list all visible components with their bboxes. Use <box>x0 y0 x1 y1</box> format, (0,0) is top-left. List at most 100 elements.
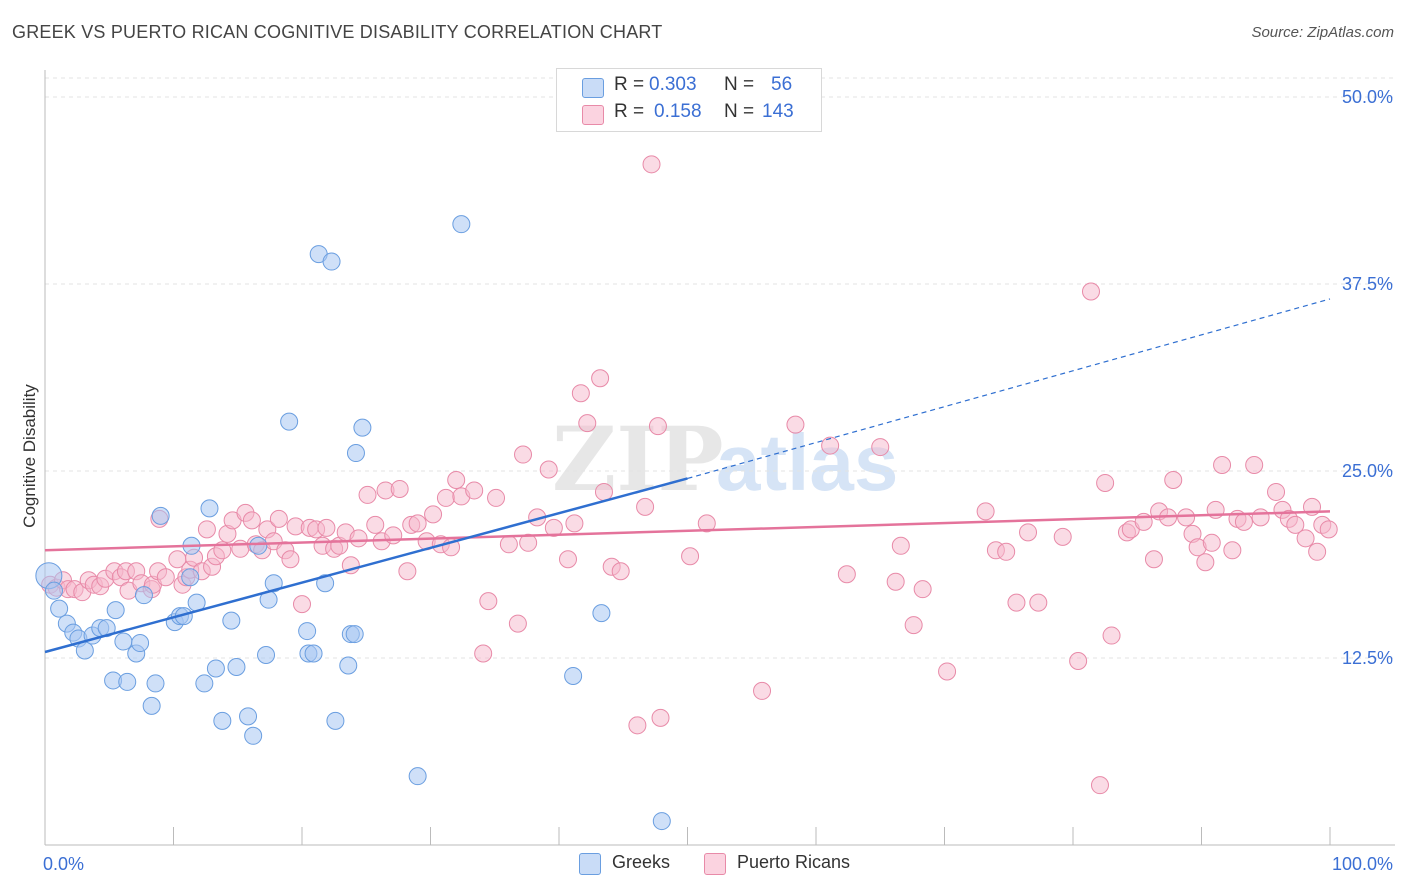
point-puerto-ricans <box>871 438 890 457</box>
point-greeks <box>257 646 276 665</box>
trendline-greeks <box>44 477 688 654</box>
point-greeks <box>452 215 471 234</box>
point-greeks <box>339 656 358 675</box>
point-greeks <box>304 644 323 663</box>
point-puerto-ricans <box>1223 541 1242 560</box>
point-puerto-ricans <box>753 681 772 700</box>
point-puerto-ricans <box>997 542 1016 561</box>
point-puerto-ricans <box>1096 473 1115 492</box>
point-puerto-ricans <box>1245 456 1264 475</box>
point-greeks <box>346 444 365 463</box>
point-puerto-ricans <box>1102 626 1121 645</box>
point-puerto-ricans <box>242 511 261 530</box>
point-puerto-ricans <box>487 488 506 507</box>
legend-r-key: R = <box>614 74 645 95</box>
point-puerto-ricans <box>398 562 417 581</box>
x-tick-label: 100.0% <box>1332 854 1393 874</box>
point-puerto-ricans <box>539 460 558 479</box>
point-greeks <box>206 659 225 678</box>
point-puerto-ricans <box>366 515 385 534</box>
point-puerto-ricans <box>293 595 311 614</box>
point-puerto-ricans <box>317 518 336 537</box>
point-puerto-ricans <box>558 550 577 569</box>
watermark-zip: ZIP <box>552 407 724 511</box>
point-puerto-ricans <box>390 479 409 498</box>
legend-n-key: N = <box>724 101 755 122</box>
point-greeks <box>151 506 170 525</box>
point-puerto-ricans <box>544 518 563 537</box>
point-puerto-ricans <box>197 520 216 539</box>
point-greeks <box>118 672 137 691</box>
point-puerto-ricans <box>594 482 613 501</box>
point-puerto-ricans <box>786 415 805 434</box>
point-puerto-ricans <box>1196 553 1215 572</box>
point-puerto-ricans <box>508 614 527 633</box>
point-puerto-ricans <box>1234 512 1253 531</box>
point-puerto-ricans <box>479 592 498 611</box>
bottom-legend-label-puerto-ricans: Puerto Ricans <box>737 852 851 872</box>
legend-row-greeks: R = 0.303 N = 56 <box>557 74 821 100</box>
point-puerto-ricans <box>1177 508 1196 527</box>
point-puerto-ricans <box>1267 482 1286 501</box>
point-greeks <box>316 574 335 593</box>
point-puerto-ricans <box>1069 651 1088 670</box>
source-label: Source: ZipAtlas.com <box>1251 24 1394 41</box>
point-puerto-ricans <box>1296 529 1315 548</box>
point-greeks <box>592 604 611 623</box>
point-puerto-ricans <box>1319 520 1338 539</box>
point-puerto-ricans <box>1213 456 1232 475</box>
point-greeks <box>134 586 153 605</box>
point-puerto-ricans <box>651 708 670 727</box>
point-puerto-ricans <box>156 568 175 587</box>
point-greeks <box>280 412 299 431</box>
point-puerto-ricans <box>1164 470 1183 489</box>
legend-n-key: N = <box>724 74 755 95</box>
point-puerto-ricans <box>408 514 427 533</box>
point-greeks <box>195 674 214 693</box>
point-puerto-ricans <box>976 502 995 521</box>
y-axis-title: Cognitive Disability <box>20 384 39 528</box>
point-puerto-ricans <box>1029 593 1048 612</box>
point-greeks <box>345 625 364 644</box>
point-greeks <box>142 696 161 715</box>
point-greeks <box>213 711 232 730</box>
point-puerto-ricans <box>1308 542 1327 561</box>
point-greeks <box>106 601 125 620</box>
legend-n-value: 143 <box>762 101 794 122</box>
point-puerto-ricans <box>1090 776 1109 795</box>
point-puerto-ricans <box>821 436 840 455</box>
legend-swatch-puerto-ricans <box>582 105 604 125</box>
point-puerto-ricans <box>642 155 661 174</box>
legend-row-puerto-ricans: R = 0.158 N = 143 <box>557 101 821 127</box>
point-greeks <box>114 632 133 651</box>
point-greeks <box>564 666 583 685</box>
point-puerto-ricans <box>1053 527 1072 546</box>
point-greeks <box>50 599 69 618</box>
point-greeks <box>75 641 94 660</box>
point-puerto-ricans <box>904 616 923 635</box>
point-puerto-ricans <box>349 529 368 548</box>
trendline-greeks-extrapolated <box>687 298 1331 480</box>
point-puerto-ricans <box>281 550 300 569</box>
correlation-legend: R = 0.303 N = 56 R = 0.158 N = 143 <box>556 68 822 132</box>
point-puerto-ricans <box>938 662 957 681</box>
point-greeks <box>227 657 246 676</box>
point-puerto-ricans <box>571 384 590 403</box>
point-puerto-ricans <box>465 481 484 500</box>
point-greeks <box>264 574 283 593</box>
point-puerto-ricans <box>1144 550 1163 569</box>
point-greeks <box>322 252 341 271</box>
trendline-puerto-ricans <box>44 510 1331 552</box>
chart-title: GREEK VS PUERTO RICAN COGNITIVE DISABILI… <box>12 22 663 42</box>
point-puerto-ricans <box>591 369 610 388</box>
point-puerto-ricans <box>578 414 597 433</box>
bottom-legend-label-greeks: Greeks <box>612 852 671 872</box>
point-puerto-ricans <box>1286 515 1305 534</box>
point-puerto-ricans <box>436 488 455 507</box>
point-puerto-ricans <box>886 572 905 591</box>
point-puerto-ricans <box>913 580 932 599</box>
point-puerto-ricans <box>424 505 443 524</box>
point-puerto-ricans <box>499 535 518 554</box>
point-puerto-ricans <box>514 445 533 464</box>
